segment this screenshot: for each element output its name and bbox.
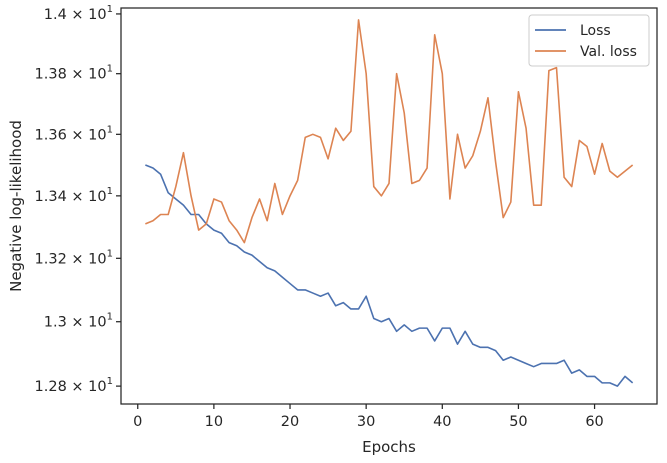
y-axis-label: Negative log-likelihood (7, 120, 25, 292)
x-tick-label: 30 (357, 414, 375, 430)
y-tick-label: 1.38 × 101 (35, 64, 113, 83)
x-tick-label: 50 (509, 414, 527, 430)
y-tick-label: 1.36 × 101 (35, 124, 113, 143)
legend: Loss Val. loss (528, 14, 650, 67)
y-axis: 1.28 × 101 1.3 × 101 1.32 × 101 1.34 × 101 1… (35, 4, 121, 395)
series-line-1 (145, 19, 634, 244)
legend-label: Val. loss (580, 44, 637, 60)
y-tick-label: 1.32 × 101 (35, 248, 113, 267)
legend-label: Loss (580, 23, 611, 39)
x-tick-label: 20 (281, 414, 299, 430)
y-tick-label: 1.34 × 101 (35, 186, 113, 205)
x-axis-label: Epochs (362, 438, 416, 456)
x-tick-label: 10 (205, 414, 223, 430)
y-tick-label: 1.3 × 101 (44, 312, 113, 331)
series-lines (145, 19, 634, 387)
plot-frame (120, 7, 658, 405)
legend-box (528, 14, 650, 67)
x-tick-label: 0 (133, 414, 142, 430)
series-line-0 (145, 164, 634, 387)
y-tick-label: 1.4 × 101 (44, 4, 113, 23)
x-tick-label: 60 (585, 414, 603, 430)
y-tick-label: 1.28 × 101 (35, 376, 113, 395)
x-tick-label: 40 (433, 414, 451, 430)
x-axis: 0 10 20 30 40 50 60 (133, 404, 604, 430)
